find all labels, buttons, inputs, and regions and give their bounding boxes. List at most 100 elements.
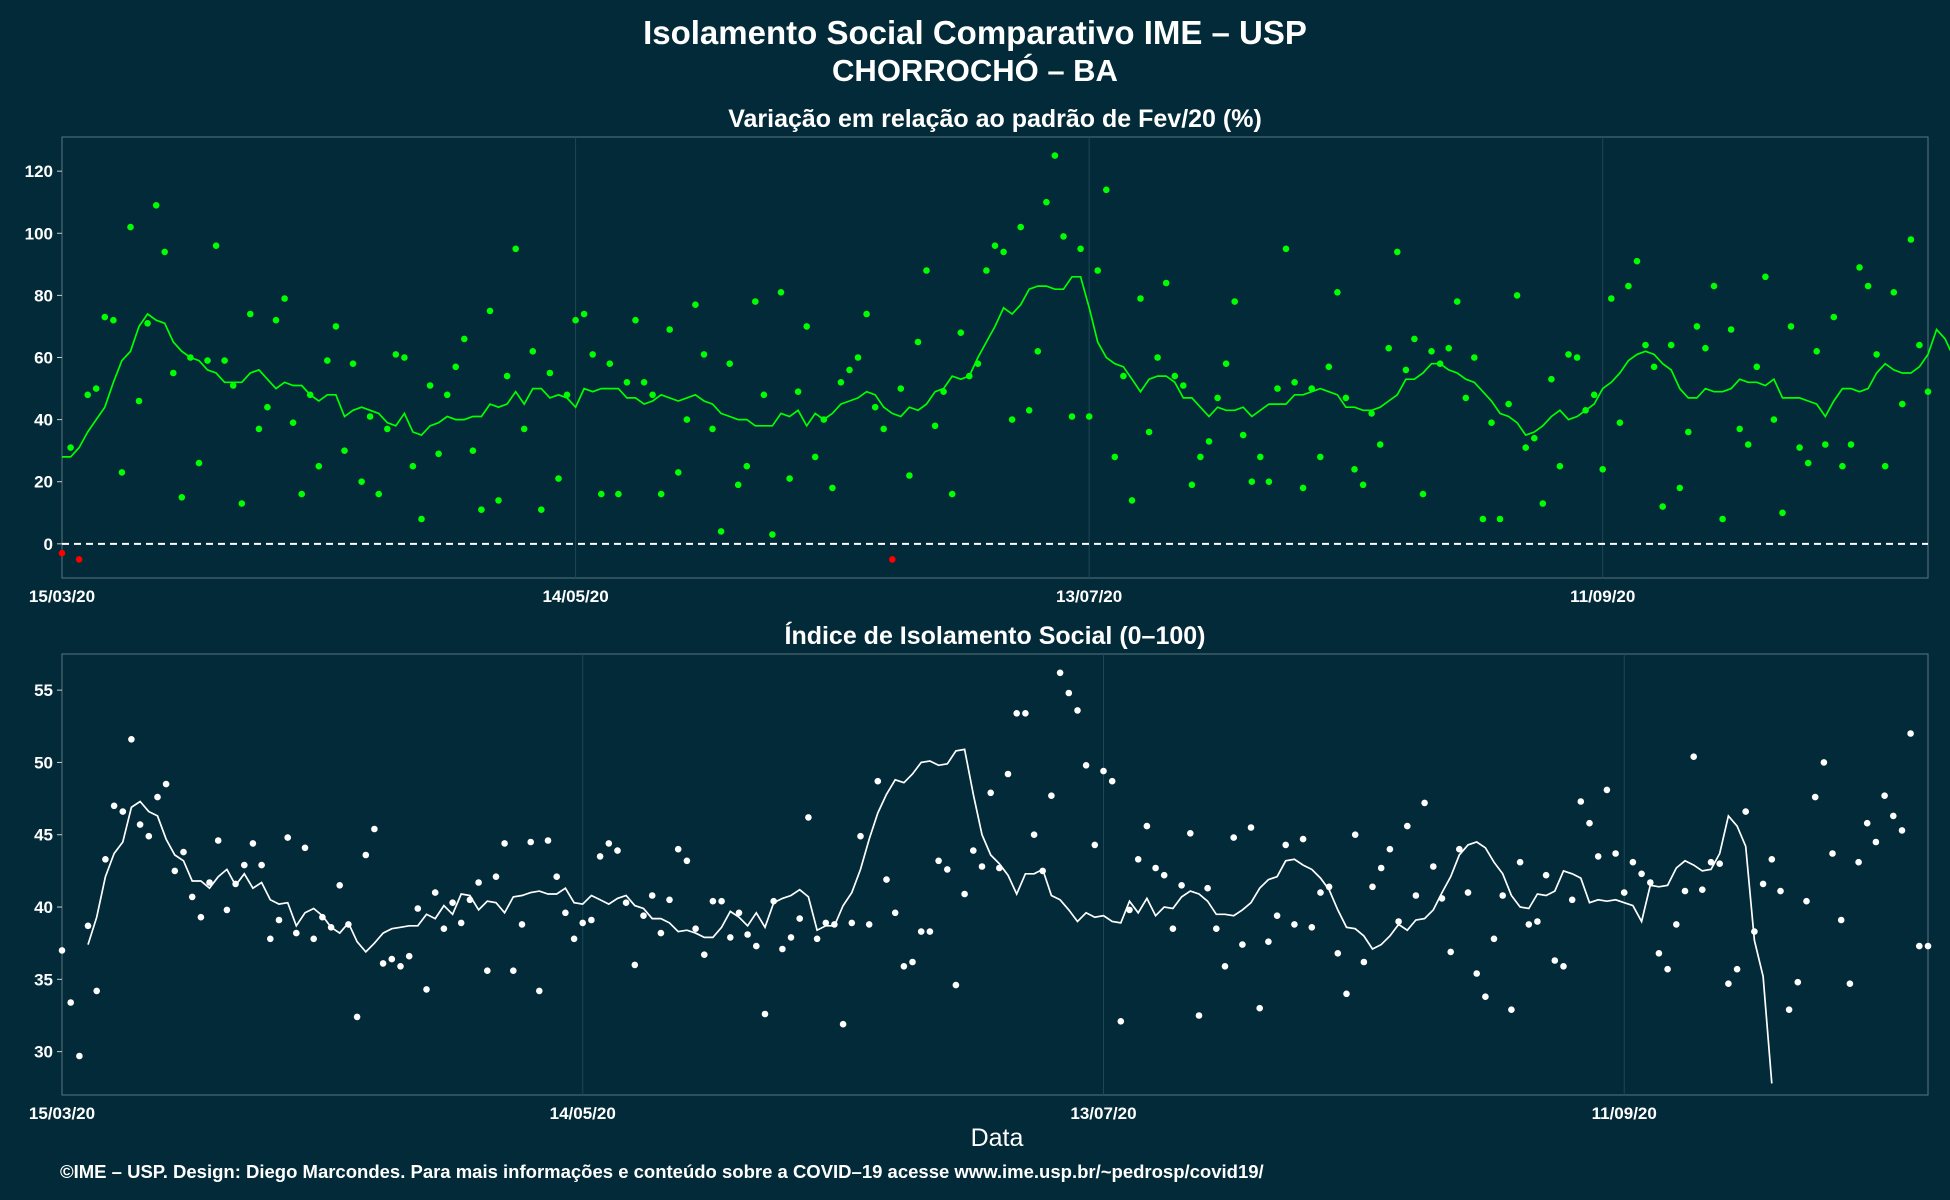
data-point — [1616, 419, 1624, 427]
data-point — [409, 462, 417, 470]
data-point — [854, 354, 862, 361]
data-point — [871, 403, 879, 411]
data-point — [469, 447, 477, 455]
data-point — [93, 987, 100, 995]
data-point — [760, 391, 768, 399]
data-point — [510, 967, 517, 974]
data-point — [1599, 466, 1606, 473]
data-point — [118, 469, 126, 476]
figure-title: Isolamento Social Comparativo IME – USP — [643, 14, 1307, 51]
data-point — [822, 919, 830, 927]
data-point — [1438, 895, 1446, 902]
data-point — [229, 382, 237, 389]
data-point — [1117, 1018, 1125, 1025]
data-point — [709, 425, 716, 433]
data-point — [1872, 838, 1880, 846]
data-point — [435, 450, 442, 458]
data-point — [1777, 887, 1784, 895]
data-point — [221, 357, 228, 364]
data-point — [909, 958, 916, 966]
data-point — [1462, 394, 1470, 402]
data-point — [1160, 871, 1168, 879]
data-point — [1770, 416, 1778, 423]
data-point — [1386, 845, 1394, 853]
data-point — [1074, 707, 1081, 714]
data-point — [1863, 819, 1871, 827]
data-point — [666, 896, 673, 904]
data-point — [1830, 313, 1838, 321]
data-point — [805, 814, 812, 821]
data-point — [1445, 344, 1452, 352]
data-point — [1890, 812, 1897, 820]
y-tick-label: 120 — [25, 162, 53, 181]
x-tick-label: 11/09/20 — [1570, 587, 1635, 606]
data-point — [1154, 354, 1161, 361]
data-point — [1017, 223, 1024, 231]
data-point — [1065, 689, 1073, 697]
data-point — [392, 351, 400, 358]
data-point — [970, 847, 977, 854]
data-point — [615, 490, 622, 498]
data-point — [145, 832, 153, 840]
y-tick-label: 0 — [44, 535, 53, 554]
data-point — [1248, 478, 1256, 486]
data-point — [319, 913, 326, 921]
data-point — [475, 879, 482, 886]
data-point — [588, 916, 595, 924]
data-point — [1655, 950, 1663, 957]
data-point — [1803, 897, 1810, 905]
data-point — [1060, 233, 1067, 240]
data-point — [1794, 978, 1802, 986]
plot-frame — [61, 136, 1929, 579]
data-point — [974, 360, 982, 368]
data-point — [1796, 444, 1803, 451]
data-point — [1768, 856, 1776, 863]
data-point — [1043, 198, 1050, 206]
data-point — [306, 391, 314, 399]
data-point — [197, 913, 205, 921]
data-point — [1022, 710, 1029, 717]
data-point — [1085, 413, 1093, 420]
data-point — [1317, 889, 1324, 896]
data-point — [1308, 924, 1316, 931]
x-tick-label: 11/09/20 — [1592, 1104, 1657, 1123]
data-point — [272, 316, 280, 324]
data-point — [952, 981, 960, 989]
data-point — [414, 905, 422, 912]
data-point — [1693, 323, 1701, 330]
data-point — [1573, 354, 1581, 361]
data-point — [1681, 887, 1689, 895]
data-point — [371, 825, 378, 833]
data-point — [1360, 958, 1368, 966]
data-point — [1699, 886, 1706, 893]
data-point — [1916, 942, 1923, 950]
data-point — [1456, 845, 1463, 853]
panel-title: Índice de Isolamento Social (0–100) — [785, 621, 1206, 650]
data-point — [1162, 279, 1170, 287]
data-point — [397, 963, 404, 970]
data-point — [298, 490, 306, 498]
data-point — [1488, 419, 1495, 427]
data-point — [1496, 515, 1504, 523]
data-point — [1187, 830, 1194, 837]
data-point — [692, 301, 699, 309]
data-point — [405, 952, 413, 960]
data-point — [709, 897, 717, 905]
data-point — [961, 890, 968, 898]
data-point — [1710, 282, 1718, 290]
data-point — [1343, 990, 1350, 998]
data-point — [1385, 344, 1392, 352]
data-point — [1030, 831, 1038, 838]
data-point — [379, 960, 387, 967]
data-point — [258, 861, 265, 869]
y-tick-label: 30 — [34, 1043, 53, 1062]
data-point — [518, 921, 526, 928]
data-point — [135, 397, 143, 405]
data-point — [1195, 1012, 1203, 1019]
data-point — [562, 909, 569, 917]
data-point — [206, 879, 213, 886]
data-point — [223, 906, 231, 914]
data-point — [1822, 441, 1829, 448]
data-point — [786, 475, 793, 482]
